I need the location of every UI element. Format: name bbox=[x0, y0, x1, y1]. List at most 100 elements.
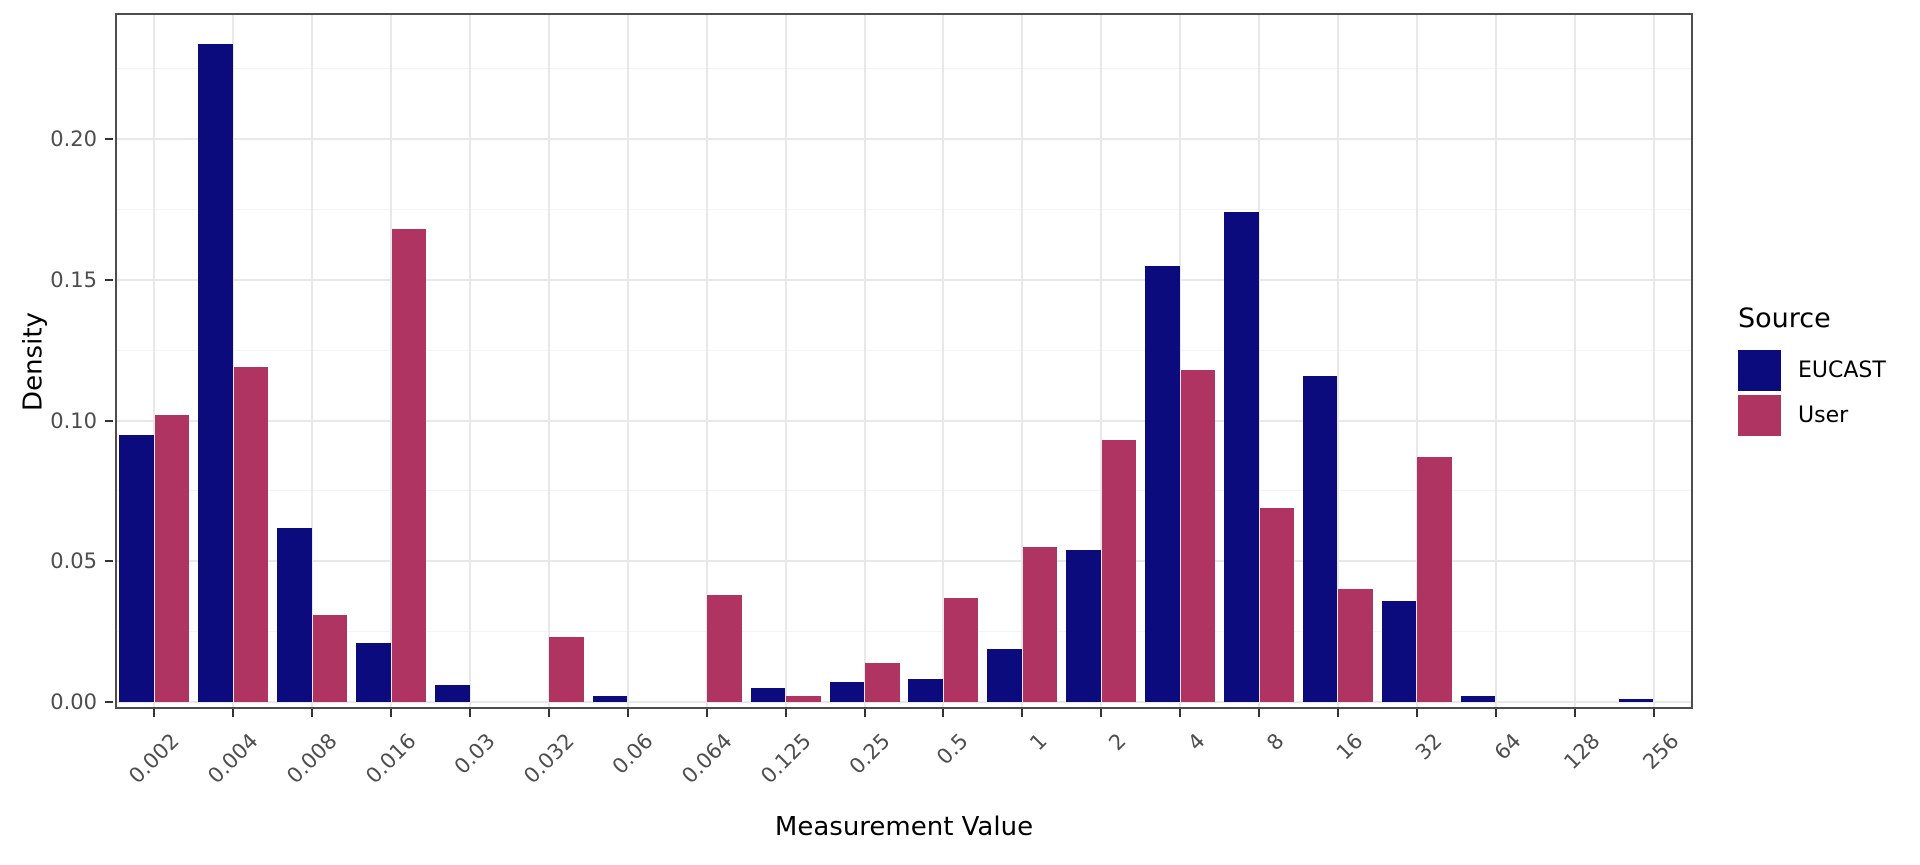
bar-user-0.125 bbox=[786, 696, 821, 702]
legend: Source EUCAST User bbox=[1738, 303, 1886, 440]
x-tick bbox=[390, 709, 393, 717]
bar-eucast-1 bbox=[987, 648, 1022, 702]
x-tick bbox=[1021, 709, 1024, 717]
y-tick-label: 0.15 bbox=[50, 267, 97, 292]
x-tick bbox=[1179, 709, 1182, 717]
bar-eucast-2 bbox=[1066, 550, 1101, 702]
bar-eucast-64 bbox=[1460, 696, 1496, 702]
bar-user-16 bbox=[1338, 589, 1373, 702]
x-tick bbox=[863, 709, 866, 717]
bar-eucast-4 bbox=[1145, 265, 1180, 702]
bar-user-0.016 bbox=[391, 229, 427, 702]
legend-item-user: User bbox=[1738, 395, 1886, 436]
y-tick bbox=[105, 701, 113, 703]
bar-eucast-0.06 bbox=[592, 696, 628, 702]
gridline-major-x bbox=[1021, 15, 1024, 707]
gridline-major-x bbox=[469, 15, 472, 707]
x-tick bbox=[1258, 709, 1261, 717]
bar-eucast-0.03 bbox=[435, 685, 470, 702]
gridline-major-x bbox=[232, 15, 235, 707]
y-tick-label: 0.00 bbox=[50, 690, 97, 714]
legend-swatch-user bbox=[1738, 395, 1781, 436]
bar-eucast-16 bbox=[1302, 375, 1338, 702]
y-tick bbox=[105, 138, 113, 141]
y-tick-label: 0.20 bbox=[50, 127, 97, 152]
gridline-minor-y bbox=[117, 68, 1691, 70]
bar-eucast-32 bbox=[1381, 600, 1417, 702]
gridline-major-y bbox=[117, 701, 1691, 703]
bar-eucast-8 bbox=[1224, 212, 1259, 702]
gridline-minor-y bbox=[117, 490, 1691, 492]
x-tick bbox=[626, 709, 629, 717]
x-tick bbox=[1652, 709, 1655, 717]
bar-user-32 bbox=[1417, 457, 1452, 702]
plot-panel bbox=[115, 13, 1693, 709]
bar-user-0.064 bbox=[707, 595, 742, 702]
x-tick bbox=[153, 709, 156, 717]
gridline-major-x bbox=[784, 15, 787, 707]
x-tick bbox=[1336, 709, 1339, 717]
gridline-major-x bbox=[863, 15, 866, 707]
y-tick bbox=[105, 560, 113, 563]
gridline-major-y bbox=[117, 138, 1691, 141]
legend-label-user: User bbox=[1798, 403, 1849, 428]
gridline-major-x bbox=[1494, 15, 1497, 707]
x-tick bbox=[942, 709, 945, 717]
gridline-major-x bbox=[1336, 15, 1339, 707]
bar-user-0.25 bbox=[865, 662, 900, 702]
gridline-minor-y bbox=[117, 349, 1691, 351]
gridline-major-x bbox=[1652, 15, 1655, 707]
bar-user-0.032 bbox=[549, 637, 584, 702]
x-tick bbox=[547, 709, 550, 717]
gridline-major-x bbox=[705, 15, 708, 707]
bar-user-4 bbox=[1180, 369, 1216, 702]
gridline-minor-y bbox=[117, 631, 1691, 633]
x-tick bbox=[469, 709, 472, 717]
x-tick bbox=[311, 709, 314, 717]
bar-eucast-256 bbox=[1618, 699, 1654, 702]
bar-user-1 bbox=[1022, 547, 1058, 702]
gridline-major-x bbox=[1258, 15, 1261, 707]
y-tick bbox=[105, 278, 113, 281]
gridline-minor-y bbox=[117, 209, 1691, 211]
x-tick bbox=[1494, 709, 1497, 717]
x-tick bbox=[1100, 709, 1103, 717]
gridline-major-x bbox=[1415, 15, 1418, 707]
y-tick bbox=[105, 419, 113, 422]
gridline-major-y bbox=[117, 560, 1691, 563]
y-tick-label: 0.05 bbox=[50, 549, 97, 574]
bar-user-0.5 bbox=[943, 597, 979, 702]
x-axis-title: Measurement Value bbox=[774, 812, 1034, 842]
bar-eucast-0.5 bbox=[908, 679, 943, 702]
bar-user-0.004 bbox=[233, 367, 269, 702]
bar-user-0.008 bbox=[312, 614, 348, 702]
gridline-major-y bbox=[117, 278, 1691, 281]
gridline-major-y bbox=[117, 419, 1691, 422]
x-tick bbox=[232, 709, 235, 717]
gridline-major-x bbox=[390, 15, 393, 707]
legend-title: Source bbox=[1738, 303, 1831, 334]
bar-eucast-0.008 bbox=[277, 527, 312, 702]
legend-item-eucast: EUCAST bbox=[1738, 350, 1886, 391]
x-tick bbox=[705, 709, 708, 717]
x-tick bbox=[1573, 709, 1576, 717]
gridline-major-x bbox=[1179, 15, 1182, 707]
bar-eucast-0.016 bbox=[356, 642, 391, 702]
legend-label-eucast: EUCAST bbox=[1798, 358, 1886, 383]
bar-user-2 bbox=[1101, 440, 1137, 702]
bar-eucast-0.25 bbox=[829, 682, 865, 702]
gridline-major-x bbox=[311, 15, 314, 707]
bar-user-0.002 bbox=[154, 414, 190, 702]
gridline-major-x bbox=[1100, 15, 1103, 707]
gridline-major-x bbox=[1573, 15, 1576, 707]
gridline-major-x bbox=[547, 15, 550, 707]
x-tick bbox=[1415, 709, 1418, 717]
gridline-major-x bbox=[153, 15, 156, 707]
gridline-major-x bbox=[626, 15, 629, 707]
x-tick bbox=[784, 709, 787, 717]
bar-eucast-0.125 bbox=[750, 687, 786, 702]
y-tick-label: 0.10 bbox=[50, 408, 97, 433]
legend-swatch-eucast bbox=[1738, 350, 1781, 391]
gridline-major-x bbox=[942, 15, 945, 707]
